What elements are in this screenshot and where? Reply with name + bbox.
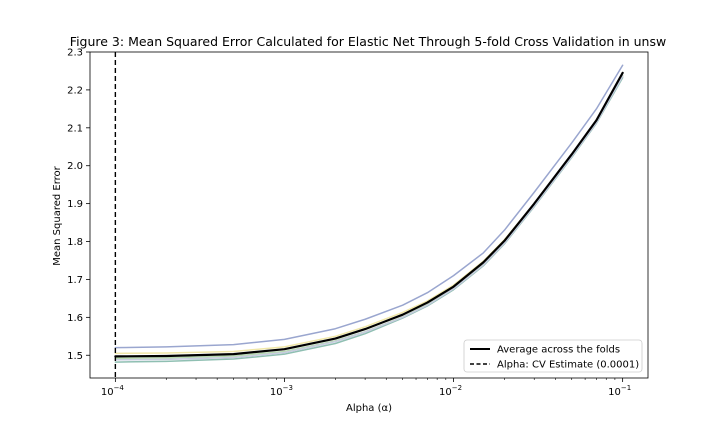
legend-label: Average across the folds xyxy=(497,345,620,356)
y-tick-label: 1.9 xyxy=(67,199,83,210)
x-tick-label: 10−2 xyxy=(439,384,462,398)
series-layer xyxy=(114,64,624,363)
y-tick-label: 2.0 xyxy=(67,161,83,172)
y-tick-label: 2.2 xyxy=(67,85,83,96)
y-tick-label: 1.7 xyxy=(67,275,83,286)
x-axis-ticks: 10−4 10−3 10−2 10−1 xyxy=(101,378,631,398)
fold-series-line-1 xyxy=(114,64,624,349)
legend-box xyxy=(463,339,643,373)
y-tick-label: 1.8 xyxy=(67,237,83,248)
average-series-line xyxy=(114,71,624,358)
y-tick-label: 2.1 xyxy=(67,123,83,134)
x-tick-label: 10−3 xyxy=(270,384,293,398)
x-axis-label: Alpha (α) xyxy=(346,403,392,414)
plot-frame xyxy=(89,51,649,379)
fold-series-line-3 xyxy=(114,74,624,360)
fold-series-line-4 xyxy=(114,77,624,363)
y-tick-label: 1.5 xyxy=(67,351,83,362)
chart-title: Figure 3: Mean Squared Error Calculated … xyxy=(70,34,666,49)
x-tick-label: 10−1 xyxy=(608,384,631,398)
legend: Average across the folds Alpha: CV Estima… xyxy=(463,339,643,373)
legend-label: Alpha: CV Estimate (0.0001) xyxy=(497,360,639,371)
fold-series-line-2 xyxy=(114,75,624,355)
fold-series-line-5 xyxy=(114,75,624,361)
x-tick-label: 10−4 xyxy=(101,384,125,398)
y-axis-ticks: 1.5 1.6 1.7 1.8 1.9 2.0 2.1 2.2 2.3 xyxy=(67,48,90,362)
y-tick-label: 1.6 xyxy=(67,313,83,324)
y-axis-label: Mean Squared Error xyxy=(52,165,63,265)
y-tick-label: 2.3 xyxy=(67,48,83,59)
